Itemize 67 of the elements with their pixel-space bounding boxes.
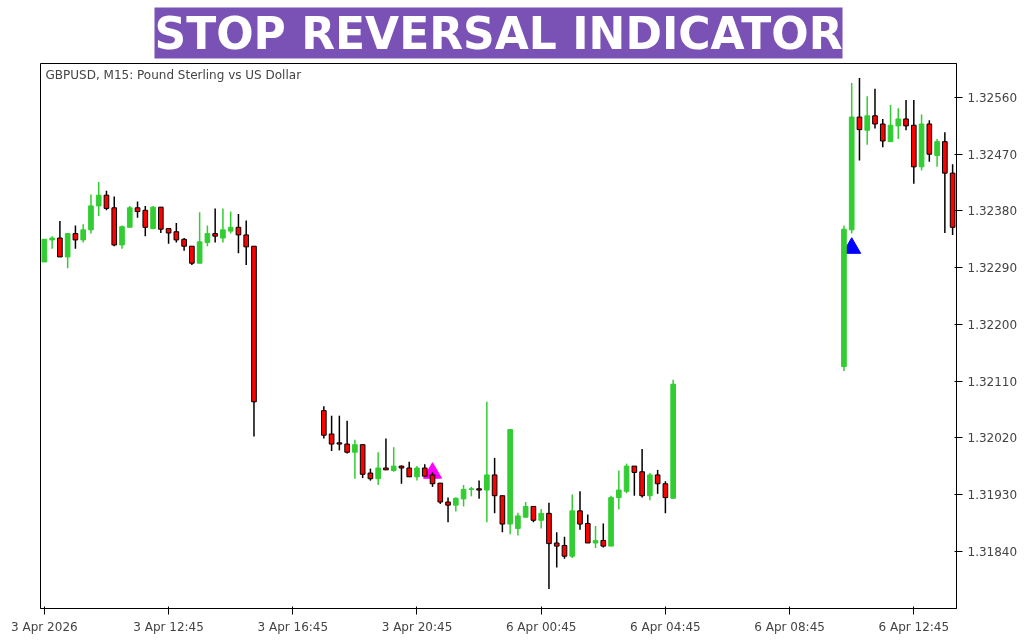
candlestick bbox=[390, 446, 397, 473]
candlestick bbox=[662, 480, 669, 515]
candlestick bbox=[872, 87, 878, 130]
candlestick bbox=[157, 206, 164, 234]
candlestick bbox=[654, 469, 661, 495]
candlestick bbox=[437, 482, 444, 505]
candlestick bbox=[227, 210, 234, 235]
candlestick bbox=[934, 138, 940, 168]
candlestick bbox=[398, 464, 405, 485]
x-tick-label: 6 Apr 12:45 bbox=[878, 619, 950, 634]
candlestick bbox=[639, 448, 645, 499]
y-tick-label: 1.32200 bbox=[967, 317, 1018, 332]
candlestick bbox=[445, 496, 451, 523]
candlestick bbox=[584, 513, 591, 544]
y-tick-label: 1.32380 bbox=[967, 204, 1018, 219]
candlestick bbox=[220, 207, 226, 244]
candlestick bbox=[212, 207, 218, 244]
y-tick-label: 1.31840 bbox=[967, 544, 1018, 559]
candlestick bbox=[375, 451, 382, 486]
candlestick bbox=[615, 469, 622, 511]
candlestick bbox=[352, 438, 358, 480]
chart-title: GBPUSD, M15: Pound Sterling vs US Dollar bbox=[45, 67, 302, 82]
candlestick bbox=[895, 107, 902, 140]
x-tick-label: 3 Apr 20:45 bbox=[381, 619, 453, 634]
candlestick bbox=[515, 511, 521, 537]
candlestick bbox=[484, 401, 490, 523]
candlestick bbox=[476, 479, 482, 500]
candlestick bbox=[80, 223, 87, 244]
candlestick bbox=[879, 118, 886, 149]
chart-subtitle: STOP REVERSAL INDICATOR bbox=[154, 7, 843, 59]
x-tick-label: 3 Apr 16:45 bbox=[257, 619, 329, 634]
y-tick-label: 1.32560 bbox=[967, 91, 1018, 106]
candlestick bbox=[592, 525, 599, 549]
candlestick bbox=[64, 232, 71, 270]
candlestick bbox=[647, 472, 653, 501]
candlestick bbox=[72, 224, 79, 250]
candlestick bbox=[383, 437, 389, 471]
candlestick bbox=[95, 181, 102, 217]
x-tick-label: 6 Apr 08:45 bbox=[754, 619, 825, 634]
candlestick bbox=[553, 531, 560, 569]
y-tick-label: 1.31930 bbox=[967, 487, 1018, 502]
candlestick bbox=[88, 193, 94, 235]
x-tick-label: 3 Apr 2026 bbox=[11, 619, 78, 634]
y-tick-label: 1.32020 bbox=[967, 431, 1018, 446]
y-tick-label: 1.32470 bbox=[967, 147, 1018, 162]
candlestick bbox=[243, 219, 250, 266]
candlestick bbox=[856, 77, 863, 162]
y-tick-label: 1.32290 bbox=[967, 261, 1018, 276]
candlestick bbox=[235, 213, 242, 254]
x-tick-label: 6 Apr 04:45 bbox=[630, 619, 701, 634]
candlestick bbox=[189, 245, 195, 266]
y-tick-label: 1.32110 bbox=[967, 374, 1018, 389]
candlestick bbox=[126, 205, 133, 229]
candlestick bbox=[41, 238, 48, 263]
x-tick-label: 6 Apr 00:45 bbox=[505, 619, 577, 634]
candlestick bbox=[119, 224, 125, 250]
candlestick bbox=[344, 419, 350, 455]
candlestick bbox=[491, 457, 498, 515]
candlestick bbox=[49, 235, 55, 250]
candlestick bbox=[561, 535, 568, 560]
candlestick bbox=[538, 508, 545, 530]
candlestick bbox=[631, 465, 638, 497]
candlestick bbox=[577, 490, 583, 531]
candlestick bbox=[903, 99, 909, 132]
x-tick-label: 3 Apr 12:45 bbox=[133, 619, 204, 634]
candlestick bbox=[57, 220, 63, 258]
candlestick bbox=[864, 95, 871, 146]
